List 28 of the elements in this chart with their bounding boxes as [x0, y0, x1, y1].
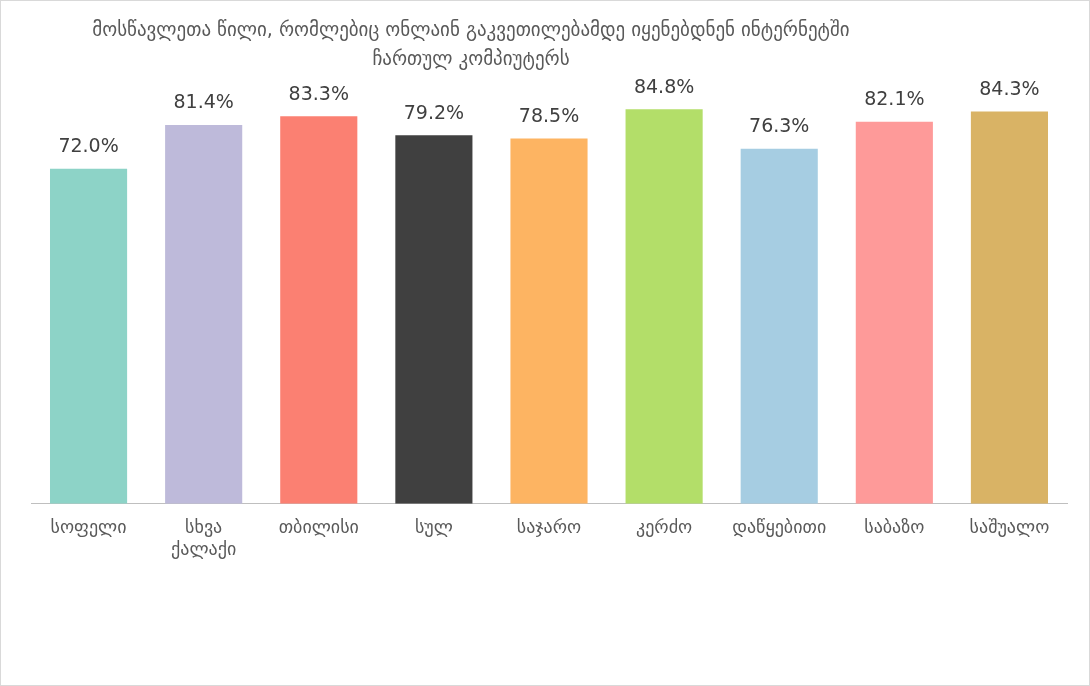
data-label: 78.5% [518, 103, 580, 126]
data-label: 72.0% [58, 134, 119, 157]
bar [855, 121, 933, 504]
bar [970, 111, 1049, 504]
x-tick-label: სოფელი [50, 516, 127, 538]
data-label: 81.4% [173, 90, 234, 113]
x-tick-label: საჯარო [516, 516, 582, 538]
data-label: 84.3% [979, 76, 1040, 99]
x-tick-label: სხვა ქალაქი [171, 516, 237, 559]
bar [165, 125, 243, 504]
x-tick-label: საბაზო [864, 516, 925, 538]
bar [510, 138, 588, 504]
data-label: 76.3% [749, 114, 810, 137]
x-tick-label: კერძო [636, 516, 693, 538]
bar [395, 135, 473, 504]
bar [740, 148, 818, 504]
data-label: 84.8% [633, 74, 695, 97]
bar [280, 116, 358, 504]
chart-title: მოსწავლეთა წილი, რომლებიც ონლაინ გაკვეთილებამდე იყენებდნენ ინტერნეტში ჩართულ კომპიუტერს [91, 17, 851, 72]
x-tick-label: თბილისი [278, 516, 359, 538]
bar [625, 109, 703, 504]
x-tick-label: საშუალო [969, 516, 1050, 538]
data-label: 79.2% [403, 100, 465, 123]
data-label: 83.3% [288, 81, 349, 104]
x-tick-label: სულ [414, 516, 453, 538]
x-tick-label: დაწყებითი [732, 516, 827, 538]
data-label: 82.1% [864, 87, 925, 110]
bar [49, 168, 128, 504]
